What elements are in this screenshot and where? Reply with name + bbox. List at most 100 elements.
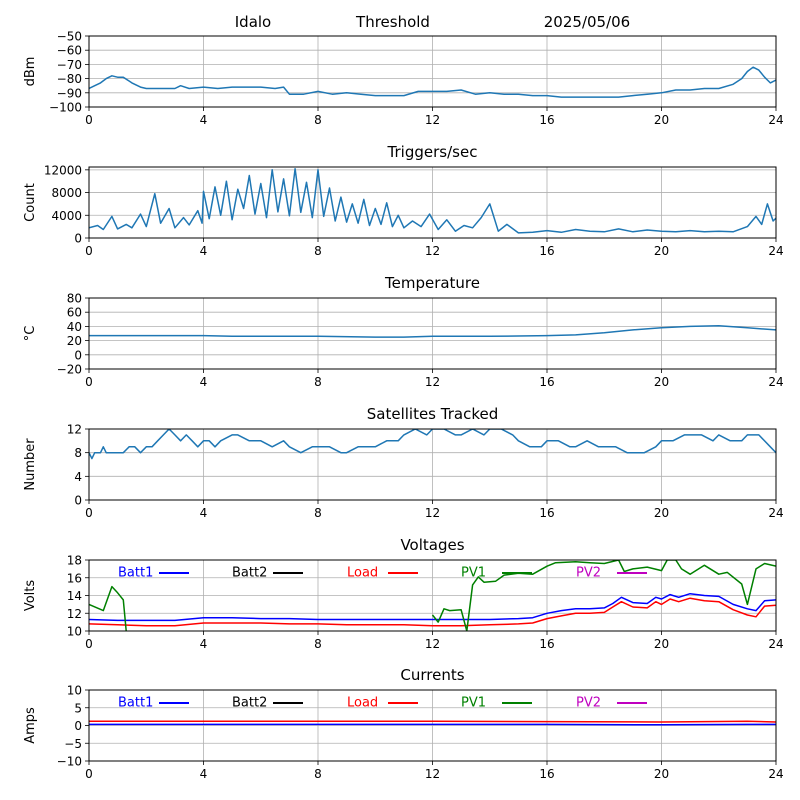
series-line-load <box>89 720 776 723</box>
x-tick-label: 20 <box>654 767 669 781</box>
y-tick-label: 0 <box>74 719 82 733</box>
x-tick-label: 20 <box>654 375 669 389</box>
legend-label-load: Load <box>347 566 378 581</box>
y-tick-label: −10 <box>57 755 82 769</box>
series-group <box>89 66 776 98</box>
x-tick-label: 16 <box>539 113 554 127</box>
header-mode: Threshold <box>355 13 430 31</box>
y-tick-label: 8 <box>74 446 82 460</box>
grid-lines <box>88 297 777 370</box>
series-line <box>89 66 776 98</box>
x-tick-label: 4 <box>200 244 208 258</box>
x-tick-label: 0 <box>85 244 93 258</box>
series-line-load <box>89 597 776 627</box>
chart-panel-2: 0 4 8 12 16 20 24 0 4000 8000 12000 Triggers/sec Cou… <box>23 143 784 258</box>
chart-title: Voltages <box>400 536 464 554</box>
y-tick-label: 12 <box>67 423 82 437</box>
y-tick-label: 12000 <box>44 163 82 177</box>
x-tick-label: 16 <box>539 637 554 651</box>
x-tick-label: 4 <box>200 375 208 389</box>
x-tick-label: 4 <box>200 113 208 127</box>
series-group <box>89 324 776 338</box>
legend-label-load: Load <box>347 696 378 711</box>
legend: Batt1 Batt2 Load PV1 PV2 <box>118 696 647 711</box>
x-tick-label: 16 <box>539 375 554 389</box>
x-tick-label: 0 <box>85 506 93 520</box>
y-tick-label: 20 <box>67 334 82 348</box>
x-tick-label: 20 <box>654 637 669 651</box>
y-tick-label: −90 <box>57 86 82 100</box>
chart-title: Triggers/sec <box>387 143 478 161</box>
x-tick-label: 8 <box>314 506 322 520</box>
y-tick-label: 60 <box>67 306 82 320</box>
x-tick-label: 24 <box>768 244 783 258</box>
chart-title: Satellites Tracked <box>367 405 498 423</box>
legend-label-batt2: Batt2 <box>232 566 267 581</box>
series-line-pv1 <box>89 560 776 631</box>
chart-title: Currents <box>400 666 464 684</box>
series-line-batt1 <box>89 592 776 622</box>
y-tick-label: −80 <box>57 72 82 86</box>
x-tick-label: 4 <box>200 637 208 651</box>
x-tick-label: 4 <box>200 506 208 520</box>
y-tick-label: 5 <box>74 701 82 715</box>
y-tick-label: 8000 <box>51 186 82 200</box>
x-tick-label: 0 <box>85 113 93 127</box>
grid-lines <box>88 167 777 239</box>
y-axis-label: dBm <box>23 57 38 87</box>
series-group <box>89 720 776 726</box>
x-tick-label: 12 <box>425 506 440 520</box>
y-tick-label: 40 <box>67 320 82 334</box>
y-tick-label: 80 <box>67 292 82 306</box>
x-tick-label: 8 <box>314 244 322 258</box>
legend-label-batt1: Batt1 <box>118 696 153 711</box>
x-tick-label: 16 <box>539 767 554 781</box>
y-tick-label: 10 <box>67 684 82 698</box>
y-tick-label: −50 <box>57 30 82 44</box>
series-line <box>89 324 776 338</box>
series-group <box>89 167 776 234</box>
x-tick-label: 20 <box>654 506 669 520</box>
y-tick-label: 12 <box>67 607 82 621</box>
y-axis-label: °C <box>23 326 38 342</box>
x-tick-label: 24 <box>768 506 783 520</box>
legend-label-pv2: PV2 <box>576 566 601 581</box>
series-line <box>89 167 776 234</box>
chart-panel-4: 0 4 8 12 16 20 24 0 4 8 12 Satellites Tracked Number <box>23 405 784 520</box>
legend-label-pv1: PV1 <box>461 566 486 581</box>
y-tick-label: −100 <box>49 101 82 115</box>
chart-panel-1: 0 4 8 12 16 20 24 −100−90−80−70−60−50 dBm <box>23 30 784 128</box>
x-tick-label: 20 <box>654 113 669 127</box>
series-line <box>89 429 776 460</box>
x-tick-label: 12 <box>425 637 440 651</box>
x-tick-label: 12 <box>425 375 440 389</box>
y-axis-label: Amps <box>23 707 38 744</box>
x-tick-label: 24 <box>768 375 783 389</box>
x-tick-label: 24 <box>768 767 783 781</box>
y-tick-label: 10 <box>67 625 82 639</box>
y-tick-label: 16 <box>67 571 82 585</box>
x-tick-label: 0 <box>85 767 93 781</box>
legend-label-pv2: PV2 <box>576 696 601 711</box>
y-tick-label: 14 <box>67 589 82 603</box>
x-tick-label: 8 <box>314 375 322 389</box>
x-tick-label: 0 <box>85 375 93 389</box>
legend-label-batt2: Batt2 <box>232 696 267 711</box>
x-tick-label: 12 <box>425 244 440 258</box>
x-tick-label: 0 <box>85 637 93 651</box>
y-tick-label: 0 <box>74 494 82 508</box>
x-tick-label: 8 <box>314 113 322 127</box>
x-tick-label: 16 <box>539 244 554 258</box>
y-tick-label: −60 <box>57 44 82 58</box>
grid-lines <box>88 35 777 108</box>
x-tick-label: 12 <box>425 767 440 781</box>
y-axis-label: Count <box>23 183 38 222</box>
y-tick-label: 0 <box>74 348 82 362</box>
x-tick-label: 24 <box>768 637 783 651</box>
y-axis-label: Number <box>23 438 38 491</box>
